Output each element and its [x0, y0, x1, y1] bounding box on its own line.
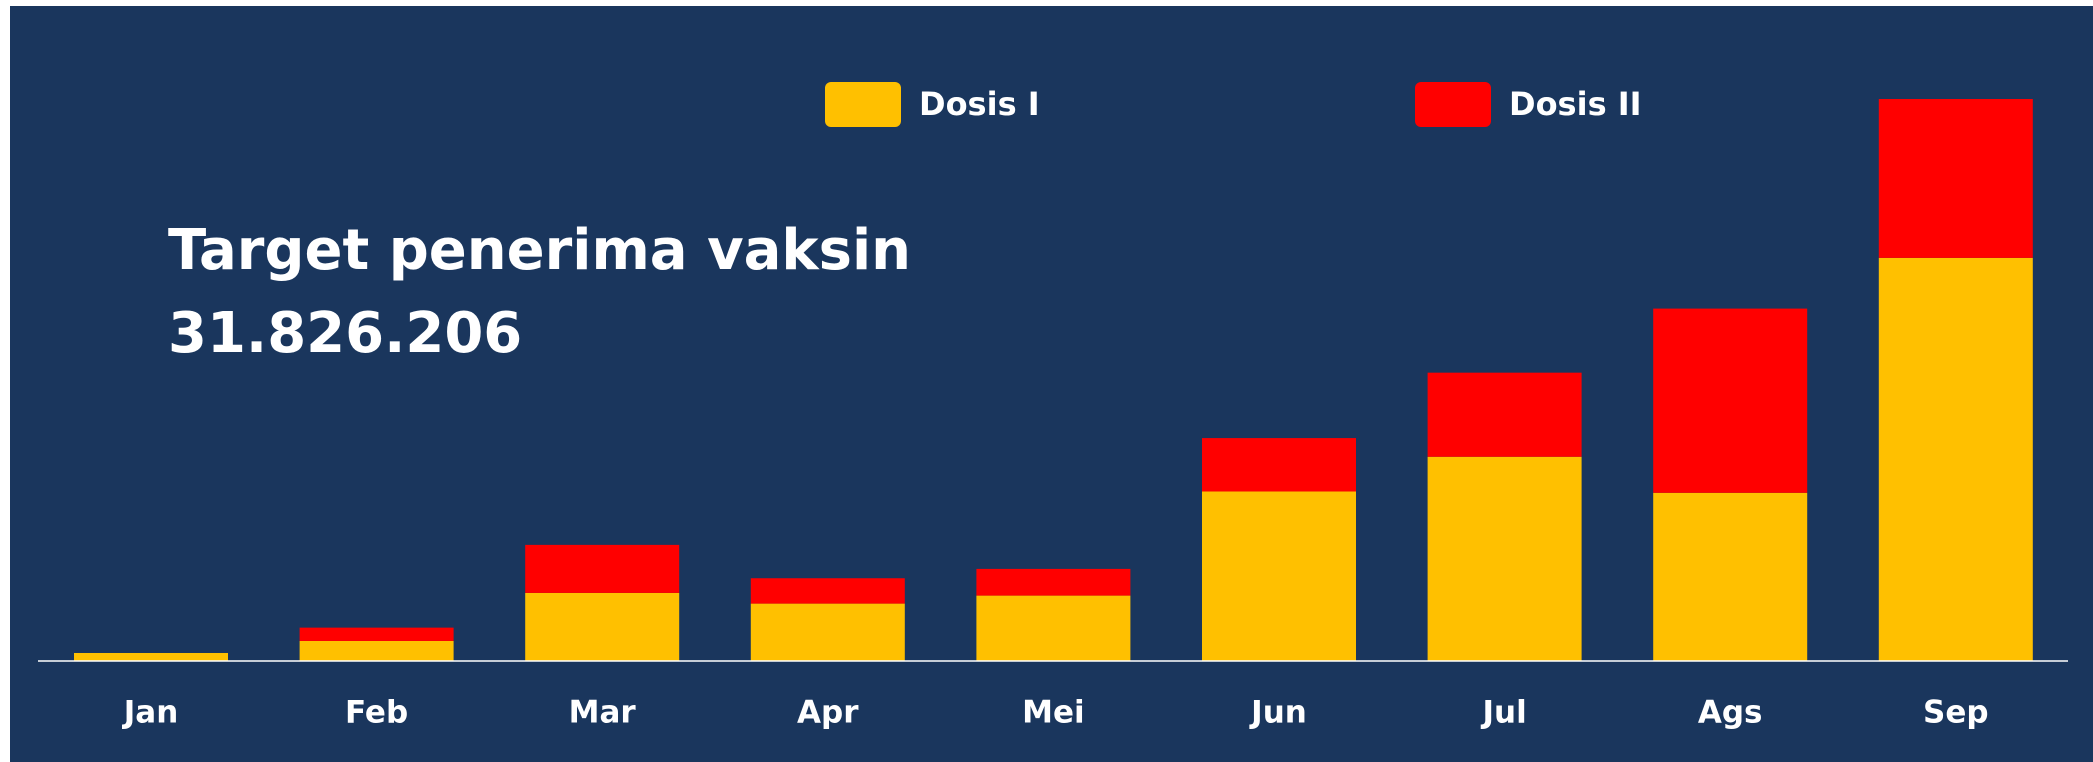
bar-segment [1878, 257, 2033, 661]
bar-segment [1878, 99, 2033, 258]
x-tick-label: Jun [1249, 695, 1307, 731]
x-tick-label: Mei [1022, 695, 1085, 731]
legend-swatch [1415, 82, 1491, 127]
chart-title: Target penerima vaksin [168, 218, 911, 283]
x-tick-label: Sep [1923, 695, 1989, 731]
bar-segment [1653, 492, 1808, 661]
bar-segment [976, 568, 1131, 596]
legend-label: Dosis I [919, 85, 1040, 123]
bar-segment [1427, 372, 1582, 457]
bar-segment [525, 592, 680, 661]
legend-label: Dosis II [1509, 85, 1642, 123]
bar-segment [525, 544, 680, 593]
bar-segment [74, 652, 228, 661]
x-tick-label: Apr [797, 695, 859, 731]
bar-segment [1653, 308, 1808, 493]
bar-segment [299, 627, 454, 641]
bar-segment [299, 640, 454, 661]
legend-swatch [825, 82, 901, 127]
x-tick-label: Mar [569, 695, 637, 731]
x-tick-label: Jul [1480, 695, 1526, 731]
bar-segment [1202, 438, 1356, 492]
bar-segment [976, 595, 1131, 661]
x-tick-label: Feb [345, 695, 408, 731]
bar-segment [750, 603, 905, 661]
bar-segment [1202, 491, 1356, 661]
bar-segment [750, 578, 905, 604]
chart-subtitle: 31.826.206 [168, 301, 522, 366]
x-tick-label: Jan [122, 695, 179, 731]
bar-segment [1427, 456, 1582, 661]
x-tick-label: Ags [1698, 695, 1763, 731]
